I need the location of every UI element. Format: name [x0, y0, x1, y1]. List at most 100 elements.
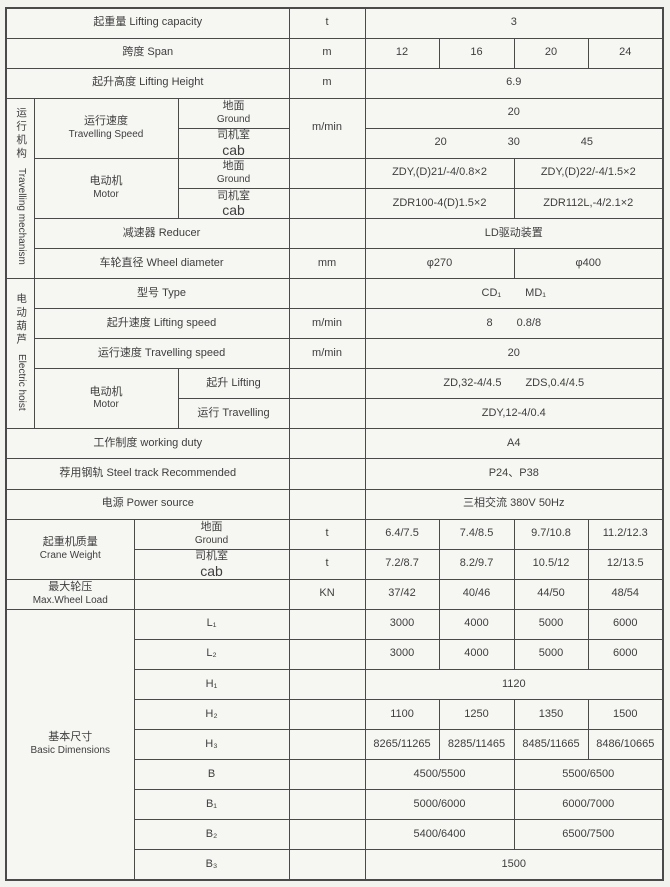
value-L1-2: 4000	[438, 608, 515, 640]
value-cwc-4: 12/13.5	[587, 548, 664, 580]
row-steel-track: 荐用钢轨 Steel track Recommended P24、P38	[5, 458, 664, 490]
value-L2-1: 3000	[364, 638, 440, 670]
label-travelling-speed: 运行速度 Travelling Speed	[33, 97, 179, 159]
sublabel-dim-L1: L₁	[133, 608, 290, 640]
value-cwg-4: 11.2/12.3	[587, 518, 664, 550]
unit-empty	[288, 458, 366, 490]
value-B2-right: 6500/7500	[513, 819, 664, 851]
unit-empty	[288, 728, 366, 761]
value-H3-3: 8485/11665	[513, 728, 589, 761]
unit-empty	[288, 608, 366, 640]
value-B2-left: 5400/6400	[364, 819, 515, 851]
sublabel-dim-B2: B₂	[133, 819, 290, 851]
sublabel-dim-B: B	[133, 759, 290, 791]
value-L2-2: 4000	[438, 638, 515, 670]
sublabel-hoist-lifting: 起升 Lifting	[177, 368, 290, 400]
row-lifting-height: 起升高度 Lifting Height m 6.9	[5, 67, 664, 99]
unit-empty	[288, 849, 366, 881]
unit-travelling-speed: m/min	[288, 97, 366, 159]
value-cwg-3: 9.7/10.8	[513, 518, 589, 550]
value-hoist-motor-travelling: ZDY,12-4/0.4	[364, 398, 664, 430]
row-crane-weight-cab: 司机室 cab t 7.2/8.7 8.2/9.7 10.5/12 12/13.…	[6, 548, 664, 580]
crane-spec-table: 起重量 Lifting capacity t 3 跨度 Span m 12 16…	[5, 7, 665, 881]
value-travelling-speed-cab: 20 30 45	[364, 127, 664, 159]
unit-empty	[288, 398, 366, 430]
label-hoist-motor: 电动机 Motor	[33, 368, 179, 430]
cell-empty	[133, 578, 290, 610]
value-H2-4: 1500	[587, 698, 664, 731]
unit-lifting-height: m	[288, 67, 366, 99]
sublabel-dim-L2: L₂	[133, 638, 290, 670]
value-travelling-speed-ground: 20	[364, 97, 664, 129]
value-B1-right: 6000/7000	[513, 789, 664, 821]
row-travelling-speed-ground: 运行机构Travelling mechanism 运行速度 Travelling…	[5, 97, 664, 280]
section-travelling-mechanism-label: 运行机构Travelling mechanism	[15, 107, 28, 265]
unit-lifting-capacity: t	[288, 7, 366, 39]
row-reducer: 减速器 Reducer LD驱动装置	[6, 217, 664, 250]
unit-crane-weight-ground: t	[288, 518, 366, 550]
value-cwc-3: 10.5/12	[513, 548, 589, 580]
row-working-duty: 工作制度 working duty A4	[5, 428, 664, 460]
value-hoist-type: CD₁ MD₁	[364, 278, 664, 310]
unit-empty	[288, 488, 366, 520]
value-motor-cab-right: ZDR112L,-4/2.1×2	[513, 187, 664, 219]
unit-empty	[288, 428, 366, 460]
value-mwl-1: 37/42	[364, 578, 440, 610]
sublabel-dim-H1: H₁	[133, 668, 290, 700]
unit-empty	[288, 157, 366, 189]
value-motor-cab-left: ZDR100-4(D)1.5×2	[364, 187, 515, 219]
value-mwl-2: 40/46	[438, 578, 515, 610]
value-H1: 1120	[364, 668, 664, 700]
value-steel-track: P24、P38	[364, 458, 664, 490]
label-basic-dimensions: 基本尺寸 Basic Dimensions	[5, 608, 135, 881]
sublabel-dim-H3: H₃	[133, 728, 290, 761]
unit-empty	[288, 698, 366, 731]
label-power-source: 电源 Power source	[5, 488, 290, 520]
row-lifting-capacity: 起重量 Lifting capacity t 3	[5, 7, 664, 39]
value-H3-1: 8265/11265	[364, 728, 440, 761]
value-wheel-diameter-right: φ400	[513, 247, 664, 280]
sublabel-dim-B3: B₃	[133, 849, 290, 881]
section-travelling-mechanism: 运行机构Travelling mechanism	[5, 97, 35, 280]
value-hoist-travelling-speed: 20	[364, 338, 664, 370]
row-hoist-motor-lifting: 电动机 Motor 起升 Lifting ZD,32-4/4.5 ZDS,0.4…	[6, 368, 664, 430]
unit-empty	[288, 278, 366, 310]
row-hoist-lifting-speed: 起升速度 Lifting speed m/min 8 0.8/8	[6, 308, 664, 340]
unit-max-wheel-load: KN	[288, 578, 366, 610]
value-motor-ground-right: ZDY,(D)22/-4/1.5×2	[513, 157, 664, 189]
value-L1-1: 3000	[364, 608, 440, 640]
row-hoist-motor-travelling: 运行 Travelling ZDY,12-4/0.4	[6, 398, 664, 430]
row-dim-B3: B₃ 1500	[6, 849, 664, 881]
value-lifting-capacity: 3	[364, 7, 664, 39]
value-working-duty: A4	[364, 428, 664, 460]
value-L2-4: 6000	[587, 638, 664, 670]
sublabel-ground: 地面 Ground	[177, 97, 290, 129]
label-wheel-diameter: 车轮直径 Wheel diameter	[33, 247, 290, 280]
unit-empty	[288, 638, 366, 670]
value-B-left: 4500/5500	[364, 759, 515, 791]
unit-empty	[288, 668, 366, 700]
value-L1-3: 5000	[513, 608, 589, 640]
unit-span: m	[288, 37, 366, 69]
value-cwc-2: 8.2/9.7	[438, 548, 515, 580]
value-mwl-4: 48/54	[587, 578, 664, 610]
value-H2-2: 1250	[438, 698, 515, 731]
unit-crane-weight-cab: t	[288, 548, 366, 580]
value-H2-1: 1100	[364, 698, 440, 731]
value-B3: 1500	[364, 849, 664, 881]
row-wheel-diameter: 车轮直径 Wheel diameter mm φ270 φ400	[6, 247, 664, 280]
value-B-right: 5500/6500	[513, 759, 664, 791]
value-cwg-1: 6.4/7.5	[364, 518, 440, 550]
row-travelling-speed-cab: 司机室 cab 20 30 45	[6, 127, 664, 159]
row-dim-B: B 4500/5500 5500/6500	[6, 759, 664, 791]
label-hoist-type: 型号 Type	[33, 278, 290, 310]
value-H3-2: 8285/11465	[438, 728, 515, 761]
unit-wheel-diameter: mm	[288, 247, 366, 280]
sublabel-cab: 司机室 cab	[133, 548, 290, 580]
value-H2-3: 1350	[513, 698, 589, 731]
value-mwl-3: 44/50	[513, 578, 589, 610]
value-hoist-lifting-speed: 8 0.8/8	[364, 308, 664, 340]
unit-empty	[288, 789, 366, 821]
label-max-wheel-load: 最大轮压 Max.Wheel Load	[5, 578, 135, 610]
unit-hoist-travelling-speed: m/min	[288, 338, 366, 370]
